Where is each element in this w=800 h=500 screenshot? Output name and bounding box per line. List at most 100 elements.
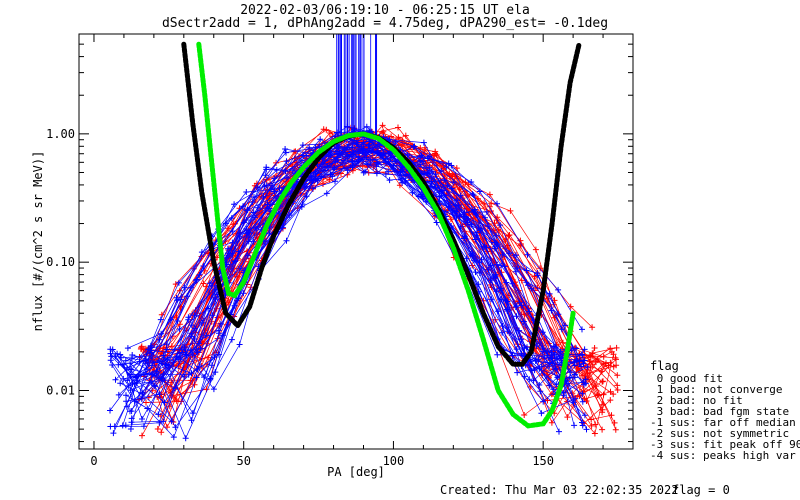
legend-title: flag <box>650 359 679 373</box>
data-point-marker <box>497 222 504 229</box>
data-point-marker <box>539 329 546 336</box>
data-point-marker <box>613 362 620 369</box>
data-trace <box>112 142 587 384</box>
data-point-marker <box>283 237 290 244</box>
data-point-marker <box>505 232 512 239</box>
data-point-marker <box>583 398 590 404</box>
data-trace <box>131 158 588 428</box>
data-point-marker <box>148 371 155 378</box>
data-point-marker <box>243 189 250 195</box>
data-trace <box>126 136 583 369</box>
data-point-marker <box>550 343 557 350</box>
data-point-marker <box>582 376 589 383</box>
data-point-marker <box>170 434 177 441</box>
data-point-marker <box>300 152 307 159</box>
data-point-marker <box>473 232 480 239</box>
data-point-marker <box>438 167 445 174</box>
data-point-marker <box>144 405 151 412</box>
data-point-marker <box>194 366 201 372</box>
data-point-marker <box>175 279 182 286</box>
data-point-marker <box>494 241 501 248</box>
legend-entry: 3 bad: bad fgm state <box>650 405 789 418</box>
data-point-marker <box>240 203 246 210</box>
data-point-marker <box>420 195 427 202</box>
data-point-marker <box>571 422 578 429</box>
data-point-marker <box>276 185 283 192</box>
data-point-marker <box>535 356 542 363</box>
data-point-marker <box>448 162 455 169</box>
data-point-marker <box>399 179 406 186</box>
data-point-marker <box>149 362 155 369</box>
data-point-marker <box>209 312 216 319</box>
data-point-marker <box>552 360 558 366</box>
data-point-marker <box>244 252 251 259</box>
data-point-marker <box>567 303 574 310</box>
data-point-marker <box>323 190 330 197</box>
data-point-marker <box>503 279 510 286</box>
data-point-marker <box>421 147 428 153</box>
data-point-marker <box>392 158 398 165</box>
data-point-marker <box>173 354 180 360</box>
data-point-marker <box>591 430 598 437</box>
data-point-marker <box>139 432 145 439</box>
legend-entry: 1 bad: not converge <box>650 383 782 396</box>
data-point-marker <box>228 336 235 343</box>
data-point-marker <box>532 246 539 253</box>
data-point-marker <box>468 179 475 185</box>
data-point-marker <box>442 208 449 215</box>
data-point-marker <box>115 391 122 398</box>
data-point-marker <box>197 345 204 352</box>
data-point-marker <box>131 380 138 387</box>
data-point-marker <box>299 201 306 208</box>
data-point-marker <box>123 392 129 399</box>
data-point-marker <box>576 358 583 365</box>
data-point-marker <box>588 422 595 429</box>
data-point-marker <box>514 369 521 376</box>
data-point-marker <box>118 354 125 361</box>
data-point-marker <box>439 188 445 194</box>
data-point-marker <box>592 421 599 428</box>
data-point-marker <box>229 250 236 257</box>
footer-created: Created: Thu Mar 03 22:02:35 2022 <box>440 483 678 497</box>
data-point-marker <box>115 361 122 368</box>
data-point-marker <box>261 183 268 190</box>
data-point-marker <box>573 345 580 352</box>
data-point-marker <box>161 377 168 384</box>
data-point-marker <box>345 141 352 148</box>
data-point-marker <box>181 373 187 380</box>
data-point-marker <box>155 357 162 364</box>
x-tick-label: 100 <box>383 454 405 468</box>
data-point-marker <box>554 374 561 381</box>
data-point-marker <box>571 371 578 378</box>
data-point-marker <box>250 238 257 245</box>
data-point-marker <box>185 316 192 323</box>
data-point-marker <box>203 332 209 339</box>
data-point-marker <box>385 168 392 175</box>
data-point-marker <box>610 351 617 358</box>
data-point-marker <box>360 139 367 146</box>
data-point-marker <box>299 142 306 149</box>
data-point-marker <box>600 391 607 398</box>
data-point-marker <box>471 257 477 264</box>
data-point-marker <box>306 144 313 151</box>
data-point-marker <box>161 399 168 406</box>
data-point-marker <box>317 136 324 143</box>
legend-entry: -1 sus: far off median <box>650 416 796 429</box>
data-point-marker <box>475 223 482 229</box>
data-point-marker <box>207 375 214 382</box>
data-point-marker <box>160 418 167 425</box>
data-point-marker <box>177 296 184 303</box>
data-point-marker <box>600 378 606 385</box>
data-point-marker <box>476 270 483 276</box>
data-point-marker <box>424 155 431 162</box>
data-point-marker <box>579 398 586 405</box>
data-point-marker <box>168 343 175 350</box>
data-point-marker <box>231 201 238 208</box>
data-point-marker <box>201 374 207 381</box>
data-point-marker <box>474 195 481 202</box>
data-point-marker <box>463 255 470 262</box>
data-point-marker <box>600 401 607 408</box>
data-point-marker <box>189 410 196 417</box>
data-point-marker <box>160 352 167 359</box>
legend-entry: -2 sus: not symmetric <box>650 427 789 440</box>
